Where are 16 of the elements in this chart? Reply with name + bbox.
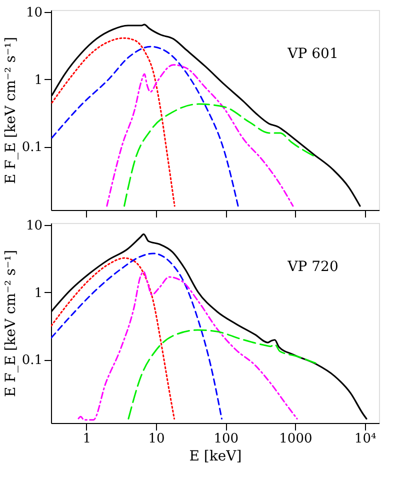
x-tick-label: 1000 <box>279 432 312 446</box>
y-tick-label: 0.1 <box>22 353 42 368</box>
y-axis-title: E F_E [keV cm⁻² s⁻¹] <box>2 250 19 398</box>
y-tick-label: 1 <box>34 286 42 301</box>
x-tick-label: 10 <box>148 432 165 446</box>
x-tick-label: 100 <box>214 432 239 446</box>
annotation: VP 720 <box>286 259 338 275</box>
x-axis-title: E [keV] <box>189 448 242 464</box>
x-tick-label: 1 <box>82 432 92 446</box>
y-axis-title: E F_E [keV cm⁻² s⁻¹] <box>2 36 19 184</box>
y-tick-label: 10 <box>26 5 42 20</box>
y-tick-label: 0.1 <box>22 140 42 156</box>
y-tick-label: 10 <box>26 218 42 234</box>
y-tick-label: 1 <box>34 72 42 88</box>
annotation: VP 601 <box>286 46 338 62</box>
x-tick-label: 10⁴ <box>354 432 376 446</box>
